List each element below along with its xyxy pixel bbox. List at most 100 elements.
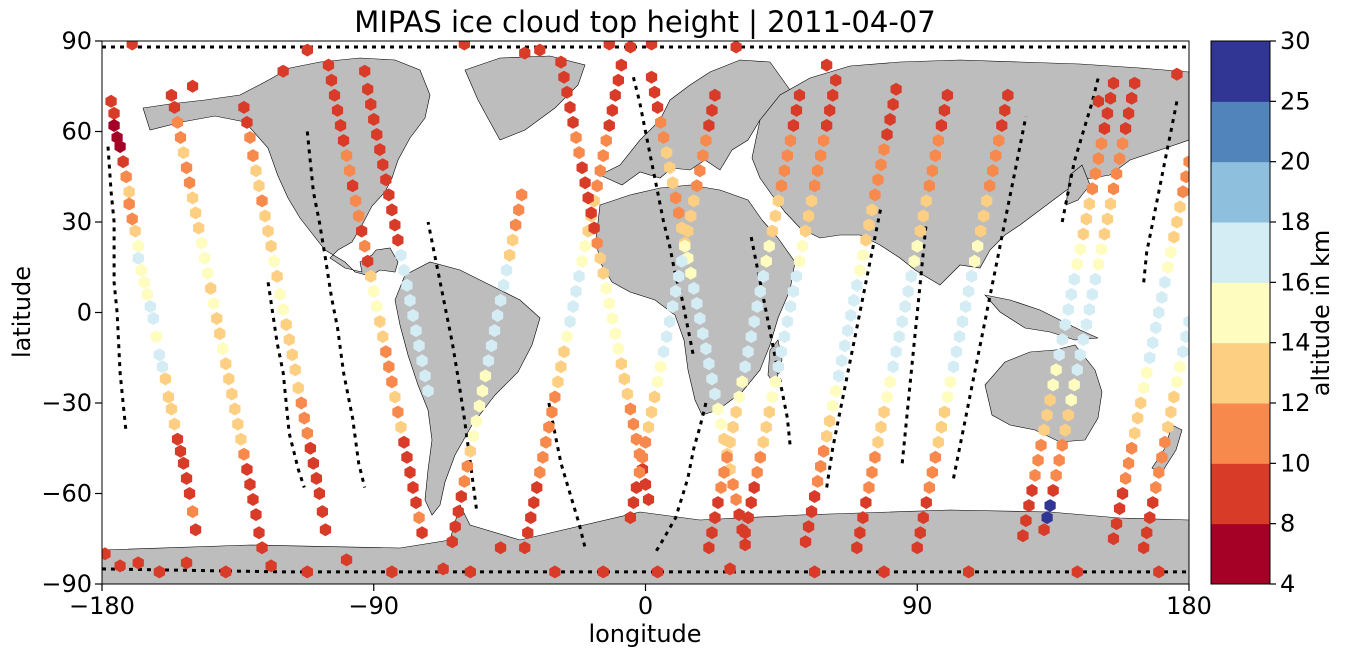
cloud-point — [775, 179, 787, 193]
cloud-point — [365, 269, 377, 283]
cloud-point — [972, 239, 984, 253]
cloud-point — [585, 206, 597, 220]
land-greenland — [464, 55, 586, 141]
cloud-point — [286, 348, 298, 362]
cloud-point — [597, 565, 609, 579]
cloud-point — [691, 296, 703, 310]
cloud-point — [1141, 526, 1153, 540]
cloud-point — [670, 191, 682, 205]
cloud-point — [630, 432, 643, 446]
cloud-point — [733, 390, 745, 404]
cloud-point — [1156, 290, 1168, 304]
cloud-point — [187, 191, 199, 205]
cloud-point — [1041, 511, 1053, 525]
cloud-point — [990, 149, 1002, 163]
cloud-point — [1023, 499, 1035, 513]
cloud-point — [190, 206, 202, 220]
cloud-point — [908, 254, 920, 268]
cloud-point — [963, 284, 975, 298]
cloud-point — [869, 188, 881, 202]
cloud-point — [567, 115, 579, 129]
cloud-point — [721, 450, 733, 464]
cloud-point — [461, 459, 473, 473]
cloud-point — [944, 375, 957, 389]
cloud-point — [398, 435, 410, 449]
cloud-point — [220, 565, 232, 579]
cloud-point — [658, 131, 670, 144]
x-tick-label: −180 — [69, 592, 135, 620]
cloud-point — [630, 481, 643, 494]
cloud-point — [446, 535, 458, 549]
cloud-point — [938, 405, 951, 419]
cloud-point — [673, 269, 685, 283]
cloud-point — [697, 149, 709, 163]
cloud-point — [1138, 541, 1150, 555]
cloud-point — [730, 493, 742, 506]
cloud-point — [703, 541, 715, 555]
cloud-point — [404, 293, 416, 307]
cloud-point — [941, 88, 954, 102]
cloud-point — [1086, 182, 1098, 196]
cloud-point — [642, 420, 655, 434]
cloud-point — [875, 420, 887, 434]
track-11 — [1060, 76, 1100, 223]
cloud-point — [772, 194, 784, 208]
cloud-point — [887, 360, 899, 374]
cloud-point — [781, 149, 793, 163]
cloud-point — [1165, 245, 1177, 259]
cloud-point — [1183, 315, 1189, 329]
cloud-point — [126, 41, 138, 51]
cloud-point — [612, 342, 624, 356]
colorbar-segment — [1211, 222, 1270, 283]
cloud-point — [404, 465, 416, 479]
cloud-point — [727, 477, 739, 491]
cloud-point — [851, 278, 863, 292]
cloud-point — [600, 134, 612, 148]
cloud-point — [842, 324, 854, 338]
cloud-point — [1107, 182, 1120, 196]
cloud-point — [911, 239, 923, 253]
cloud-point — [162, 390, 175, 404]
cloud-point — [1026, 484, 1038, 497]
y-axis: 90 60 30 0 −30 −60 −90 — [41, 27, 102, 598]
cloud-point — [1092, 94, 1104, 108]
y-tick-label: −60 — [41, 480, 92, 508]
cloud-point — [833, 369, 845, 383]
cloud-point — [857, 511, 869, 525]
cloud-point — [253, 526, 265, 540]
cloud-point — [476, 384, 489, 398]
cloud-point — [359, 64, 371, 78]
cloud-point — [1059, 318, 1071, 332]
colorbar-tick-label: 16 — [1280, 268, 1311, 296]
cloud-point — [256, 194, 268, 208]
cloud-point — [202, 266, 214, 280]
cloud-point — [398, 263, 410, 277]
cloud-point — [1098, 122, 1111, 135]
cloud-point — [872, 435, 884, 449]
cloud-point — [265, 559, 277, 573]
cloud-point — [766, 224, 778, 238]
cloud-point — [703, 357, 715, 371]
cloud-point — [1083, 197, 1095, 211]
cloud-point — [993, 134, 1005, 148]
cloud-point — [319, 523, 332, 537]
cloud-point — [395, 420, 407, 434]
cloud-point — [603, 119, 615, 132]
cloud-point — [818, 444, 830, 458]
cloud-point — [380, 173, 392, 187]
cloud-point — [812, 474, 824, 488]
cloud-point — [642, 493, 655, 506]
cloud-point — [821, 58, 833, 72]
cloud-point — [283, 333, 295, 347]
y-tick-label: −90 — [41, 570, 92, 598]
cloud-point — [1153, 306, 1165, 319]
cloud-point — [223, 372, 235, 386]
colorbar-frame — [1210, 40, 1271, 585]
cloud-point — [712, 496, 724, 510]
cloud-point — [519, 46, 531, 60]
cloud-point — [564, 100, 576, 114]
cloud-point — [715, 481, 727, 494]
cloud-point — [1077, 333, 1089, 347]
cloud-point — [1071, 565, 1083, 579]
